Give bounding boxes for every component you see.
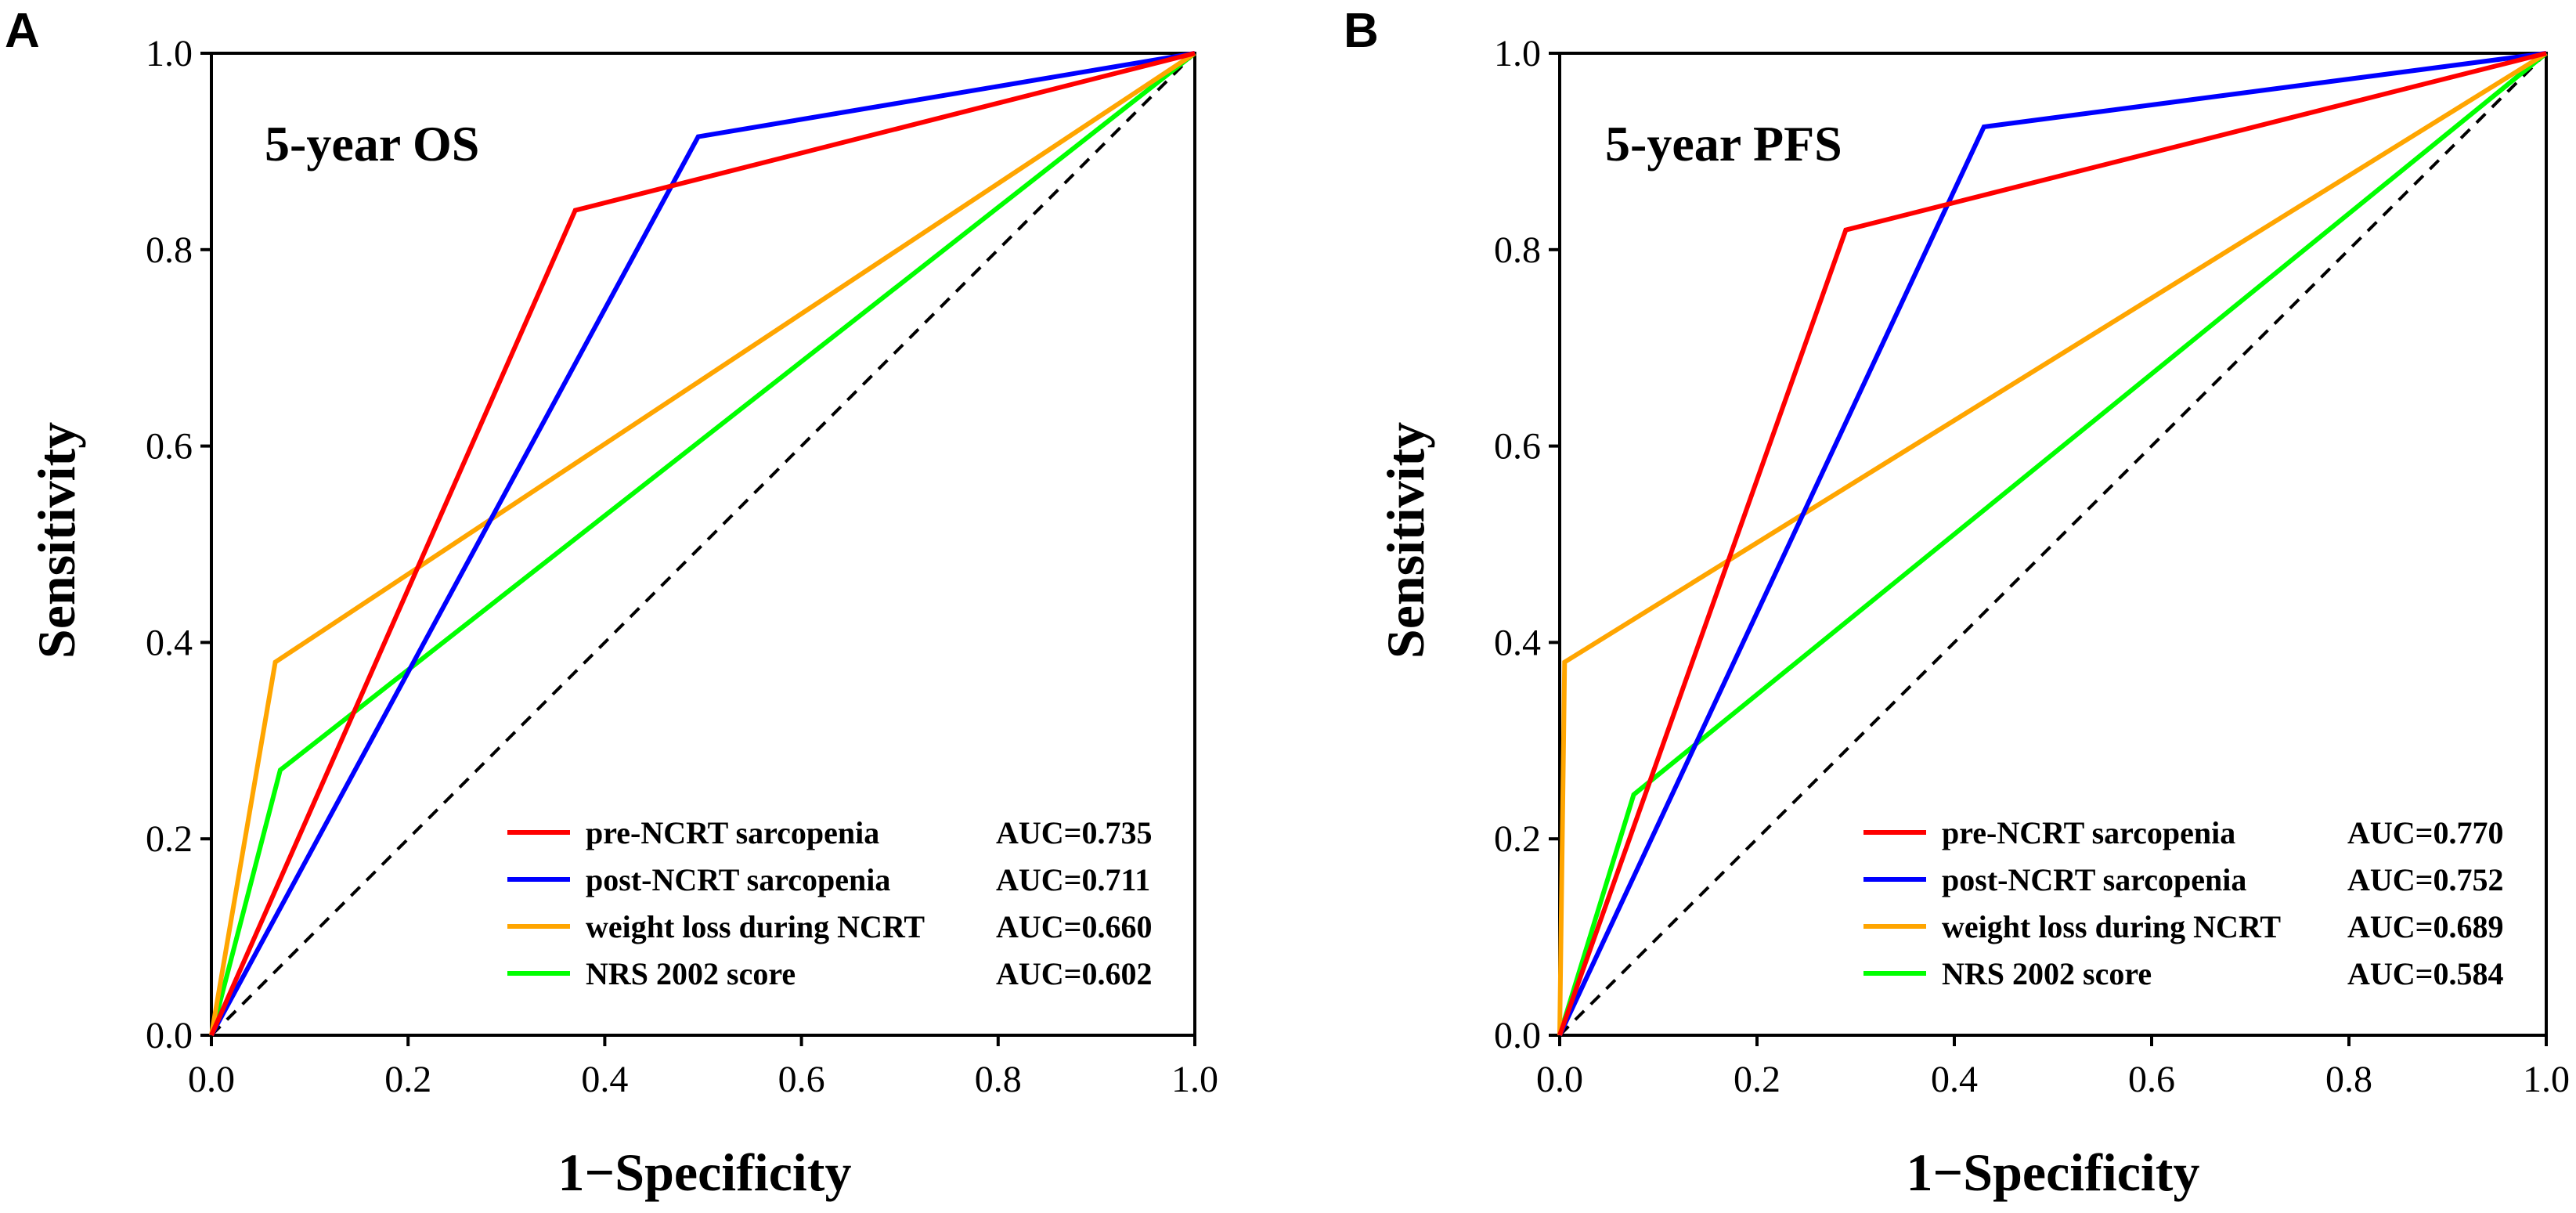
panel-a-x-tick-label: 1.0	[1171, 1059, 1218, 1100]
panel-b-lines	[1557, 51, 2548, 1037]
panel-b-x-tick-label: 0.6	[2128, 1059, 2175, 1100]
panel-a-y-tick-label: 0.0	[146, 1015, 193, 1056]
panel-a-legend-label-weight: weight loss during NCRT	[586, 909, 925, 944]
panel-b-y-tick-label: 0.4	[1494, 622, 1541, 663]
panel-a-y-tick-label: 0.6	[146, 426, 193, 468]
panel-b-legend-label-nrs: NRS 2002 score	[1942, 956, 2152, 991]
panel-b-y-tick-label: 1.0	[1494, 33, 1541, 74]
panel-a-legend-auc-post: AUC=0.711	[996, 862, 1150, 897]
panel-b-y-tick-label: 0.0	[1494, 1015, 1541, 1056]
panel-a-x-tick-label: 0.0	[188, 1059, 235, 1100]
panel-a-plot-frame	[210, 52, 1196, 1037]
panel-b-legend-auc-nrs: AUC=0.584	[2347, 956, 2503, 991]
panel-a-y-tick-label: 0.4	[146, 622, 193, 663]
panel-a-roc-line-nrs	[209, 51, 1196, 1036]
panel-b-roc-line-weight	[1557, 51, 2548, 1036]
panel-b-roc-line-pre	[1557, 51, 2547, 1037]
panel-a-y-axis-title: Sensitivity	[27, 422, 86, 659]
panel-b-x-axis-title: 1−Specificity	[1907, 1143, 2200, 1202]
panel-b-title: 5-year PFS	[1605, 116, 1842, 171]
panel-a-x-tick-label: 0.8	[975, 1059, 1022, 1100]
panel-a-legend-auc-weight: AUC=0.660	[996, 909, 1152, 944]
panel-b-legend-label-weight: weight loss during NCRT	[1942, 909, 2281, 944]
panel-a-legend-auc-nrs: AUC=0.602	[996, 956, 1152, 991]
panel-a-x-tick-label: 0.2	[384, 1059, 431, 1100]
panel-b-roc-line-post	[1557, 51, 2547, 1037]
panel-a-legend: pre-NCRT sarcopenia AUC=0.735 post-NCRT …	[507, 815, 1152, 991]
panel-a-y-tick-label: 0.8	[146, 229, 193, 271]
panel-b-x-tick-label: 0.0	[1536, 1059, 1583, 1100]
panel-a-axes: 0.0 0.2 0.4 0.6 0.8 1.0 0.0 0.2 0.4 0.6 0.8 1.0	[146, 33, 1218, 1100]
panel-a-roc-line-pre	[209, 51, 1196, 1037]
panel-a-legend-label-pre: pre-NCRT sarcopenia	[586, 815, 879, 850]
panel-a-roc-line-post	[209, 51, 1196, 1037]
panel-a-title: 5-year OS	[265, 116, 479, 171]
panel-a: A 0.0 0.2 0.4 0.6 0.8 1.0 0.0 0.2 0.4 0.6 0.8 1.0 5…	[5, 4, 1218, 1202]
panel-b-roc-line-nrs	[1557, 51, 2548, 1036]
panel-a-x-tick-label: 0.4	[581, 1059, 628, 1100]
panel-b-x-tick-label: 0.2	[1734, 1059, 1780, 1100]
panel-b-legend-auc-pre: AUC=0.770	[2347, 815, 2503, 850]
panel-a-x-axis-title: 1−Specificity	[558, 1143, 852, 1202]
panel-b-legend-auc-post: AUC=0.752	[2347, 862, 2503, 897]
panel-b-plot-frame	[1558, 52, 2548, 1037]
panel-b-legend-label-pre: pre-NCRT sarcopenia	[1942, 815, 2235, 850]
panel-b-axes: 0.0 0.2 0.4 0.6 0.8 1.0 0.0 0.2 0.4 0.6 0.8 1.0	[1494, 33, 2570, 1100]
panel-a-lines	[209, 51, 1196, 1037]
panel-a-legend-label-post: post-NCRT sarcopenia	[586, 862, 890, 897]
panel-b-x-tick-label: 0.8	[2325, 1059, 2372, 1100]
panel-b-legend-auc-weight: AUC=0.689	[2347, 909, 2503, 944]
panel-a-reference-diagonal	[210, 52, 1196, 1037]
panel-b-tag: B	[1344, 4, 1379, 58]
panel-a-roc-line-weight	[209, 51, 1196, 1036]
panel-a-y-tick-label: 0.2	[146, 818, 193, 860]
panel-b-x-tick-label: 0.4	[1931, 1059, 1978, 1100]
panel-b-x-tick-label: 1.0	[2523, 1059, 2570, 1100]
panel-b-y-tick-label: 0.2	[1494, 818, 1541, 860]
panel-a-legend-auc-pre: AUC=0.735	[996, 815, 1152, 850]
panel-b-legend: pre-NCRT sarcopenia AUC=0.770 post-NCRT …	[1863, 815, 2503, 991]
panel-a-legend-label-nrs: NRS 2002 score	[586, 956, 796, 991]
panel-b: B 0.0 0.2 0.4 0.6 0.8 1.0 0.0 0.2 0.4 0.6 0.8 1.0 5…	[1344, 4, 2570, 1202]
panel-b-legend-label-post: post-NCRT sarcopenia	[1942, 862, 2246, 897]
panel-b-y-tick-label: 0.6	[1494, 426, 1541, 468]
panel-a-x-tick-label: 0.6	[778, 1059, 825, 1100]
panel-b-y-tick-label: 0.8	[1494, 229, 1541, 271]
panel-a-tag: A	[5, 4, 40, 58]
panel-b-y-axis-title: Sensitivity	[1376, 422, 1435, 659]
panel-a-y-tick-label: 1.0	[146, 33, 193, 74]
